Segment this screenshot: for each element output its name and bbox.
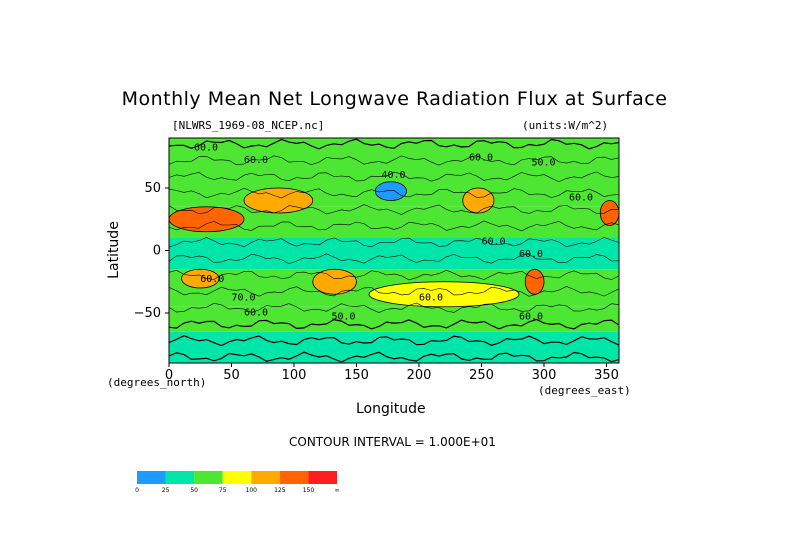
colorbar-tick-label: 75 <box>219 487 227 494</box>
contour-label: 50.0 <box>532 158 556 169</box>
y-tick-label: 0 <box>153 244 161 259</box>
contour-line-2 <box>168 171 620 182</box>
contour-label: 60.0 <box>419 293 443 304</box>
region-5 <box>368 281 520 308</box>
contour-label: 40.0 <box>382 170 406 181</box>
colorbar-tick-label: 0 <box>135 487 139 494</box>
contour-label: 60.0 <box>519 311 543 322</box>
contour-line-13 <box>168 351 620 363</box>
region-4 <box>312 268 357 295</box>
colorbar-swatch <box>251 471 280 484</box>
contour-label: 50.0 <box>332 311 356 322</box>
region-1 <box>243 187 314 214</box>
colorbar-tick-label: ∞ <box>335 487 340 494</box>
colorbar-swatch <box>308 471 337 484</box>
colorbar-tick-label: 150 <box>303 487 315 494</box>
x-tick-label: 200 <box>407 368 432 383</box>
x-tick-label: 50 <box>223 368 240 383</box>
contour-line-5 <box>168 220 620 232</box>
colorbar-swatch <box>279 471 309 484</box>
source-file-label: [NLWRS_1969-08_NCEP.nc] <box>172 119 325 132</box>
x-axis-ticks: 0 50 100 150 200 250 300 350 <box>165 363 619 383</box>
contour-line-4 <box>168 204 620 215</box>
colorbar-swatch <box>194 471 223 484</box>
y-unit-label: (degrees_north) <box>107 376 207 389</box>
contour-line-11 <box>168 318 620 330</box>
contour-label: 60.0 <box>469 153 493 164</box>
contour-labels: 60.0 60.0 40.0 60.0 50.0 60.0 60.0 60.0 60.0 70.0… <box>194 143 593 323</box>
contour-label: 60.0 <box>244 308 268 319</box>
y-tick-label: −50 <box>134 306 161 321</box>
contour-label: 60.0 <box>569 193 593 204</box>
colorbar-tick-label: 100 <box>246 487 258 494</box>
region-8 <box>599 200 620 226</box>
colorbar-swatch <box>165 471 195 484</box>
field-band-6 <box>169 306 619 332</box>
x-tick-label: 150 <box>344 368 369 383</box>
region-6 <box>374 181 407 201</box>
contour-line-10 <box>168 302 620 313</box>
colorbar-swatch <box>137 471 166 484</box>
colorbar-swatch <box>222 471 252 484</box>
contour-label: 60.0 <box>519 249 543 260</box>
x-tick-label: 350 <box>594 368 619 383</box>
y-tick-label: 50 <box>144 181 161 196</box>
colorbar: 0 25 50 75 100 125 150 ∞ <box>135 471 340 494</box>
field-regions <box>168 181 620 308</box>
contour-line-0 <box>168 138 620 150</box>
colorbar-tick-label: 50 <box>190 487 198 494</box>
contour-lines <box>168 138 620 363</box>
units-label: (units:W/m^2) <box>522 119 609 132</box>
contour-line-3 <box>168 187 620 199</box>
contour-line-1 <box>168 155 620 166</box>
contour-line-12 <box>168 335 620 347</box>
x-tick-label: 300 <box>532 368 557 383</box>
field-band-7 <box>169 331 619 363</box>
region-7 <box>524 268 545 295</box>
contour-line-6 <box>168 237 620 248</box>
x-axis-title: Longitude <box>356 401 426 417</box>
contour-label: 60.0 <box>194 143 218 154</box>
colorbar-tick-label: 125 <box>274 487 286 494</box>
x-tick-label: 100 <box>282 368 307 383</box>
chart-title: Monthly Mean Net Longwave Radiation Flux… <box>121 88 668 110</box>
x-unit-label: (degrees_east) <box>538 384 631 397</box>
y-axis-ticks: 50 0 −50 <box>134 181 169 321</box>
field-band-0 <box>169 138 619 153</box>
contour-interval-label: CONTOUR INTERVAL = 1.000E+01 <box>289 435 496 449</box>
field-band-4 <box>169 238 619 270</box>
contour-label: 70.0 <box>232 293 256 304</box>
x-tick-label: 250 <box>469 368 494 383</box>
field-band-3 <box>169 206 619 238</box>
region-2 <box>462 187 495 214</box>
contour-line-9 <box>168 286 620 297</box>
contour-line-7 <box>168 253 620 264</box>
contour-label: 60.0 <box>482 236 506 247</box>
region-3 <box>181 268 220 289</box>
contour-label: 60.0 <box>200 274 224 285</box>
contour-label: 60.0 <box>244 155 268 166</box>
colorbar-tick-label: 25 <box>162 487 170 494</box>
x-tick-label: 0 <box>165 368 173 383</box>
field-bands <box>169 138 619 363</box>
y-axis-title: Latitude <box>106 221 122 279</box>
contour-line-8 <box>168 269 620 281</box>
